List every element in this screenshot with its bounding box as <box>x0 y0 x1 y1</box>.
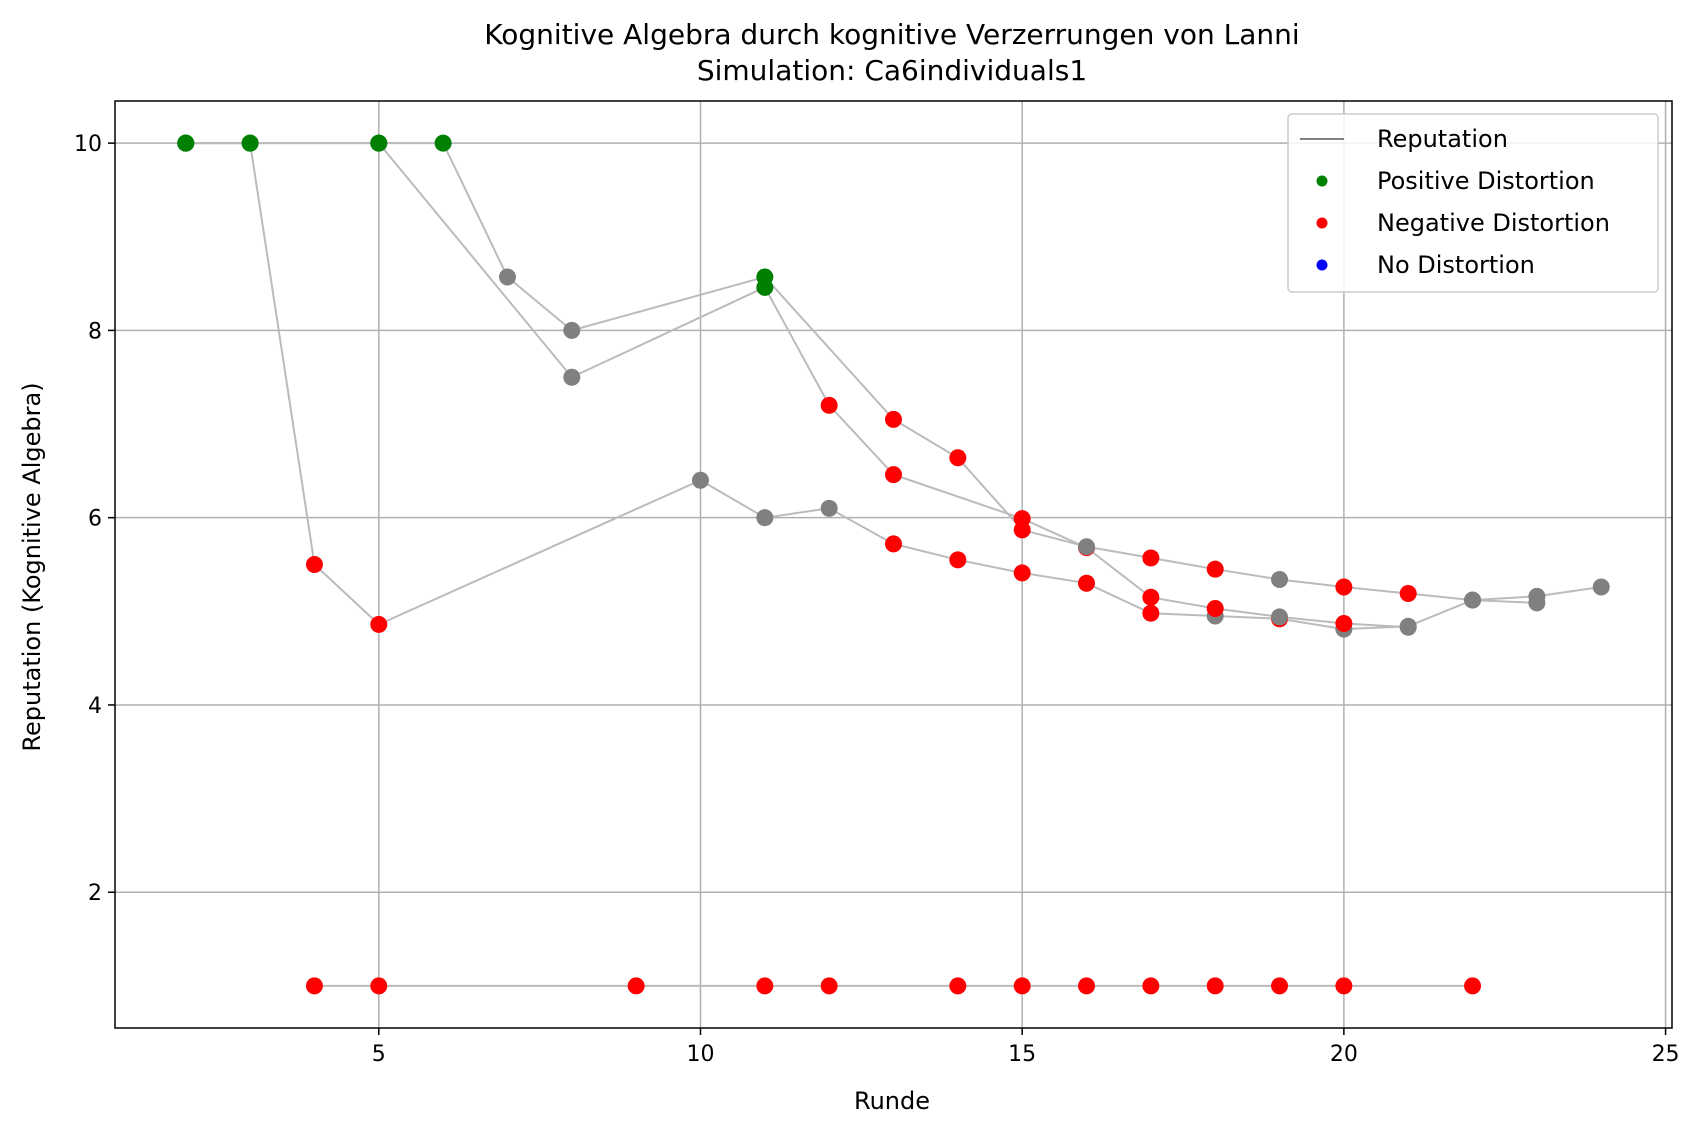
data-point-negative <box>1142 604 1160 622</box>
y-tick-label: 8 <box>88 319 102 344</box>
x-tick-label: 25 <box>1652 1042 1680 1067</box>
data-point-negative <box>756 977 774 995</box>
data-points <box>177 134 1610 995</box>
data-point-negative <box>885 535 902 553</box>
data-point-none <box>820 499 838 517</box>
data-point-negative <box>305 556 323 573</box>
y-tick-label: 6 <box>88 507 102 532</box>
data-point-negative <box>820 396 838 414</box>
axis-ticks: 5 10 15 20 25 2 4 6 8 10 <box>74 132 1680 1067</box>
data-point-negative <box>1464 977 1482 995</box>
legend-label: Negative Distortion <box>1377 209 1610 237</box>
reputation-line <box>185 142 1409 629</box>
y-tick-label: 10 <box>74 132 102 157</box>
data-point-negative <box>949 551 967 569</box>
data-point-positive <box>177 134 195 152</box>
data-point-none <box>1078 538 1096 556</box>
data-point-negative <box>1271 977 1289 995</box>
data-point-positive <box>434 134 452 152</box>
data-point-positive <box>370 134 388 152</box>
data-point-negative <box>370 977 388 995</box>
data-point-none <box>756 509 774 527</box>
data-point-negative <box>305 977 323 995</box>
data-point-positive <box>756 268 774 286</box>
data-point-negative <box>1335 614 1353 632</box>
data-point-none <box>1271 608 1289 626</box>
data-point-negative <box>1078 977 1096 995</box>
data-point-negative <box>820 977 838 995</box>
data-point-none <box>1592 578 1610 596</box>
legend: Reputation Positive Distortion Negative Di… <box>1287 113 1659 293</box>
legend-swatch-marker <box>1316 259 1328 271</box>
y-tick-label: 2 <box>88 881 102 906</box>
data-point-positive <box>241 134 259 152</box>
data-point-none <box>498 268 516 286</box>
x-tick-label: 10 <box>686 1042 714 1067</box>
data-point-none <box>1464 591 1482 609</box>
data-point-negative <box>370 615 388 633</box>
x-tick-label: 20 <box>1330 1042 1358 1067</box>
data-point-none <box>1271 570 1289 588</box>
legend-box <box>1287 113 1659 293</box>
data-point-negative <box>949 977 967 995</box>
data-point-negative <box>1078 574 1096 592</box>
data-point-negative <box>1142 588 1160 606</box>
data-point-negative <box>1206 977 1224 995</box>
data-point-negative <box>949 449 967 467</box>
chart-title: Kognitive Algebra durch kognitive Verzer… <box>484 18 1299 51</box>
x-axis-label: Runde <box>854 1087 930 1115</box>
y-tick-label: 4 <box>88 694 102 719</box>
data-point-negative <box>1206 600 1224 618</box>
data-point-none <box>563 368 581 386</box>
data-point-negative <box>1013 977 1031 995</box>
data-point-negative <box>1013 521 1031 539</box>
data-point-negative <box>1142 977 1160 995</box>
legend-label: Reputation <box>1377 125 1508 153</box>
data-point-negative <box>1206 560 1224 578</box>
x-tick-label: 5 <box>372 1042 386 1067</box>
data-point-negative <box>1335 977 1353 995</box>
chart-subtitle: Simulation: Ca6individuals1 <box>697 54 1087 87</box>
legend-swatch-marker <box>1316 175 1328 187</box>
data-point-negative <box>1335 578 1353 596</box>
legend-swatch-marker <box>1316 217 1328 229</box>
data-point-negative <box>1013 564 1031 582</box>
plot-frame <box>114 100 1673 1029</box>
data-point-none <box>1528 594 1546 612</box>
data-point-negative <box>885 410 902 428</box>
legend-label: No Distortion <box>1377 251 1535 279</box>
data-point-negative <box>627 977 645 995</box>
x-tick-label: 15 <box>1008 1042 1036 1067</box>
legend-label: Positive Distortion <box>1377 167 1595 195</box>
data-point-negative <box>885 466 902 484</box>
data-point-none <box>563 321 581 339</box>
data-point-negative <box>1399 585 1417 603</box>
y-axis-label: Reputation (Kognitive Algebra) <box>18 382 46 751</box>
data-point-negative <box>1142 549 1160 567</box>
data-point-none <box>1399 618 1417 636</box>
data-point-none <box>691 471 709 489</box>
